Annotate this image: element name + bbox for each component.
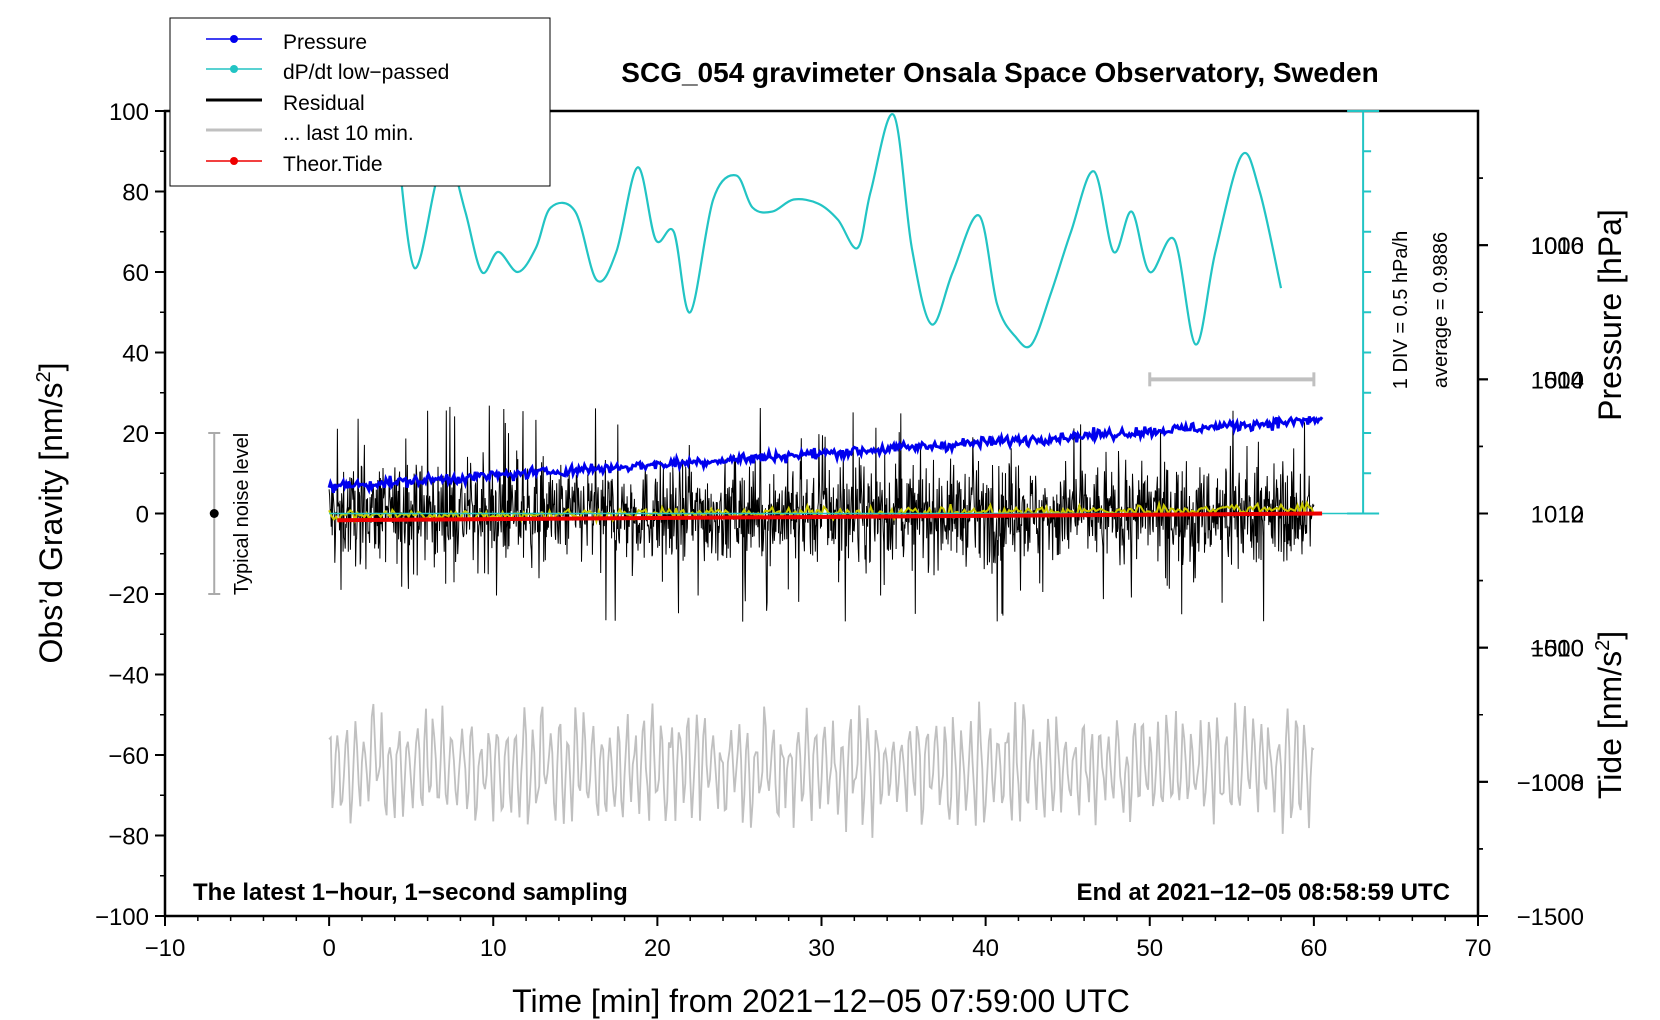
y-tick-label: −40 xyxy=(108,663,149,690)
tide-axis-title-main: Tide [nm/s xyxy=(1592,651,1628,799)
y-tick-label: −100 xyxy=(95,904,149,931)
tide-tick-label: −500 xyxy=(1530,636,1584,663)
pressure-axis-title: Pressure [hPa] xyxy=(1592,209,1628,421)
y-tick-label: 100 xyxy=(109,99,149,126)
x-tick-label: 50 xyxy=(1136,935,1163,962)
pressure-tick-label: 1012 xyxy=(1531,502,1584,529)
pressure-tick-label: 1016 xyxy=(1531,233,1584,260)
residual-line xyxy=(328,405,1315,622)
legend-label-tide: Theor.Tide xyxy=(283,153,383,176)
pressure-axis: 1016 1014 1012 1010 1008 xyxy=(1478,177,1584,850)
y-tick-label: 0 xyxy=(136,502,149,529)
legend-label-last10: ... last 10 min. xyxy=(283,122,414,145)
y-axis-left-title-sup: 2 xyxy=(33,371,55,382)
x-tick-label: 20 xyxy=(644,935,671,962)
y-tick-label: −20 xyxy=(108,582,149,609)
y-tick-label: 20 xyxy=(122,421,149,448)
ddp-line xyxy=(397,113,1283,349)
chart-title: SCG_054 gravimeter Onsala Space Observat… xyxy=(621,57,1378,88)
tide-tick-label: 1000 xyxy=(1531,233,1584,260)
ddp-average-label: average = 0.9886 xyxy=(1430,232,1452,388)
last-10-min-series-layer xyxy=(328,701,1315,838)
pressure-tick-label: 1010 xyxy=(1531,636,1584,663)
x-tick-label: 40 xyxy=(972,935,999,962)
y-tick-label: 80 xyxy=(122,180,149,207)
legend-marker xyxy=(230,65,238,73)
x-tick-label: −10 xyxy=(145,935,186,962)
x-tick-label: 30 xyxy=(808,935,835,962)
tide-series-layer xyxy=(337,511,1323,523)
y-tick-label: 60 xyxy=(122,260,149,287)
pressure-tick-label: 1014 xyxy=(1531,367,1584,394)
tide-tick-label: −1000 xyxy=(1517,770,1584,797)
legend: Pressure dP/dt low−passed Residual ... l… xyxy=(169,17,551,187)
x-tick-label: 70 xyxy=(1465,935,1492,962)
x-axis: −10 0 10 20 30 40 50 60 70 xyxy=(145,916,1492,962)
x-tick-label: 0 xyxy=(322,935,335,962)
y-tick-label: 40 xyxy=(122,341,149,368)
y-tick-label: −80 xyxy=(108,824,149,851)
noise-level-label: Typical noise level xyxy=(231,433,253,595)
legend-entries xyxy=(206,35,262,165)
last-10-min-line xyxy=(328,701,1315,838)
x-tick-label: 60 xyxy=(1301,935,1328,962)
tide-axis-title: Tide [nm/s2] xyxy=(1592,631,1628,799)
annotations-layer xyxy=(208,372,1316,595)
pressure-series-layer xyxy=(327,414,1324,495)
tide-axis-title-close: ] xyxy=(1592,631,1628,640)
tide-axis: 1000 500 0 −500 −1000 −1500 xyxy=(1478,177,1584,931)
noise-level-center-dot xyxy=(209,509,219,518)
tide-axis-title-sup: 2 xyxy=(1592,640,1614,651)
y-axis-left-title: Obs’d Gravity [nm/s2] xyxy=(33,363,69,664)
tide-line xyxy=(337,511,1323,523)
pressure-line xyxy=(327,414,1324,495)
y-axis-left-title-main: Obs’d Gravity [nm/s xyxy=(33,383,69,664)
legend-marker xyxy=(230,35,238,43)
residual-series-layer xyxy=(328,405,1315,622)
legend-marker xyxy=(230,157,238,165)
legend-label-residual: Residual xyxy=(283,92,365,115)
ddp-div-label: 1 DIV = 0.5 hPa/h xyxy=(1390,231,1412,389)
tide-tick-label: 500 xyxy=(1544,367,1584,394)
y-axis-left-title-close: ] xyxy=(33,363,69,372)
footer-left-text: The latest 1−hour, 1−second sampling xyxy=(193,879,628,906)
pressure-tick-label: 1008 xyxy=(1531,770,1584,797)
tide-tick-label: 0 xyxy=(1571,502,1584,529)
footer-right-text: End at 2021−12−05 08:58:59 UTC xyxy=(1076,879,1450,906)
x-tick-label: 10 xyxy=(480,935,507,962)
x-axis-title: Time [min] from 2021−12−05 07:59:00 UTC xyxy=(512,983,1130,1019)
legend-label-pressure: Pressure xyxy=(283,31,367,54)
y-axis-left: 100 80 60 40 20 0 −20 −40 −60 −80 −100 xyxy=(95,99,165,931)
residual-smoothed-line xyxy=(328,499,1315,526)
tide-tick-label: −1500 xyxy=(1517,904,1584,931)
y-tick-label: −60 xyxy=(108,743,149,770)
legend-label-dpdt: dP/dt low−passed xyxy=(283,61,449,84)
